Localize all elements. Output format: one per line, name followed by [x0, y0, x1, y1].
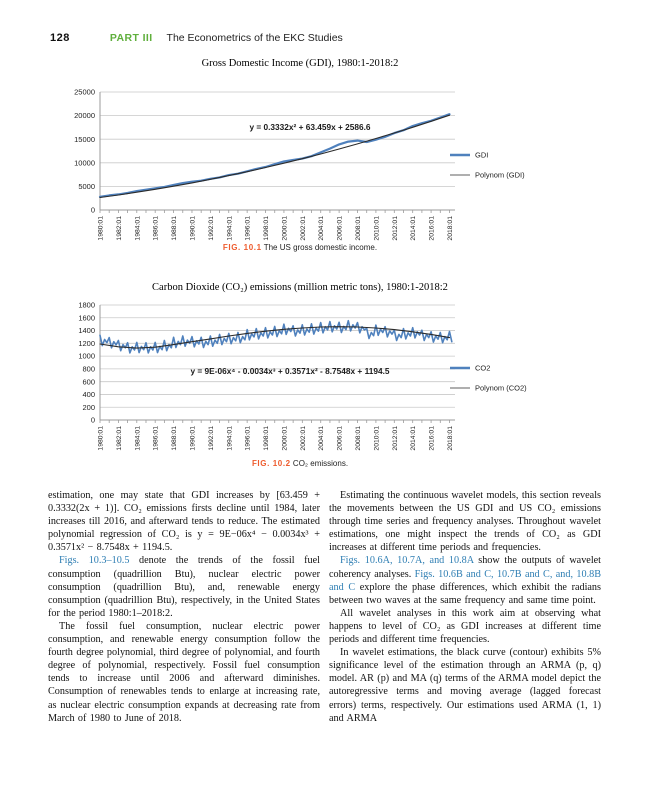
figure2-caption-label: FIG. 10.2	[251, 459, 291, 468]
svg-text:2018:01: 2018:01	[447, 216, 454, 241]
svg-text:1990:01: 1990:01	[189, 426, 196, 451]
svg-text:Polynom (CO2): Polynom (CO2)	[475, 384, 527, 393]
body-text-segment: All wavelet analyses in this work aim at…	[329, 607, 601, 646]
figure-reference-link[interactable]: Figs. 10.6A, 10.7A, and 10.8A	[340, 555, 474, 567]
left-column: estimation, one may state that GDI incre…	[48, 489, 320, 725]
svg-text:1200: 1200	[78, 339, 95, 348]
svg-text:2012:01: 2012:01	[392, 426, 399, 451]
svg-text:1994:01: 1994:01	[226, 216, 233, 241]
figure2-caption: FIG. 10.2 CO₂ emissions.	[48, 459, 552, 468]
svg-text:2010:01: 2010:01	[373, 216, 380, 241]
svg-text:1986:01: 1986:01	[153, 216, 160, 241]
svg-text:2000:01: 2000:01	[281, 216, 288, 241]
svg-text:1800: 1800	[78, 301, 95, 310]
part-label: PART III	[109, 32, 153, 44]
figure1-title: Gross Domestic Income (GDI), 1980:1-2018…	[201, 58, 399, 69]
svg-text:2008:01: 2008:01	[355, 426, 362, 451]
svg-text:1982:01: 1982:01	[116, 426, 123, 451]
svg-text:2012:01: 2012:01	[392, 216, 399, 241]
body-text-segment: show the outputs of wavelet coherency an…	[329, 555, 601, 580]
body-paragraph: In wavelet estimations, the black curve …	[329, 646, 601, 725]
svg-text:1996:01: 1996:01	[245, 426, 252, 451]
body-paragraph: Figs. 10.6A, 10.7A, and 10.8A show the o…	[329, 554, 601, 606]
body-text-segment: denote the trends of the fossil fuel con…	[48, 555, 320, 619]
svg-text:400: 400	[82, 390, 95, 399]
svg-text:1000: 1000	[78, 352, 95, 361]
body-text-segment: estimation, one may state that GDI incre…	[48, 490, 320, 554]
svg-text:2014:01: 2014:01	[410, 426, 417, 451]
svg-text:25000: 25000	[74, 88, 95, 97]
page-header: 128 PART III The Econometrics of the EKC…	[50, 32, 608, 44]
figure-reference-link[interactable]: Figs. 10.3–10.5	[59, 555, 130, 567]
svg-text:2016:01: 2016:01	[429, 216, 436, 241]
svg-text:y = 0.3332x² + 63.459x + 2586.: y = 0.3332x² + 63.459x + 2586.6	[249, 122, 370, 132]
svg-text:600: 600	[82, 377, 95, 386]
svg-text:10000: 10000	[74, 158, 95, 167]
svg-text:1982:01: 1982:01	[116, 216, 123, 241]
body-paragraph: The fossil fuel consumption, nuclear ele…	[48, 620, 320, 725]
svg-text:1986:01: 1986:01	[153, 426, 160, 451]
svg-text:800: 800	[82, 364, 95, 373]
svg-text:2010:01: 2010:01	[373, 426, 380, 451]
figure1-caption-text: The US gross domestic income.	[263, 243, 378, 252]
svg-text:5000: 5000	[78, 182, 95, 191]
svg-text:2008:01: 2008:01	[355, 216, 362, 241]
svg-text:15000: 15000	[74, 135, 95, 144]
svg-text:1996:01: 1996:01	[245, 216, 252, 241]
body-text: estimation, one may state that GDI incre…	[48, 489, 601, 725]
svg-text:2016:01: 2016:01	[429, 426, 436, 451]
figure2-chart: 0 200 400 600 800 1000 1200 1400 1600 1800 1980:01…	[78, 301, 527, 451]
svg-text:2004:01: 2004:01	[318, 426, 325, 451]
body-paragraph: All wavelet analyses in this work aim at…	[329, 607, 601, 646]
svg-text:2000:01: 2000:01	[281, 426, 288, 451]
svg-text:1980:01: 1980:01	[98, 216, 105, 241]
svg-text:1400: 1400	[78, 326, 95, 335]
svg-text:Polynom (GDI): Polynom (GDI)	[475, 171, 525, 180]
body-text-segment: Estimating the continuous wavelet models…	[329, 490, 601, 554]
svg-text:2006:01: 2006:01	[337, 426, 344, 451]
figure1-caption-label: FIG. 10.1	[222, 243, 262, 252]
svg-text:1992:01: 1992:01	[208, 216, 215, 241]
svg-text:0: 0	[91, 206, 95, 215]
svg-text:GDI: GDI	[475, 151, 488, 160]
svg-text:20000: 20000	[74, 111, 95, 120]
svg-text:2004:01: 2004:01	[318, 216, 325, 241]
body-text-segment: In wavelet estimations, the black curve …	[329, 647, 601, 724]
svg-text:1984:01: 1984:01	[134, 216, 141, 241]
svg-text:1988:01: 1988:01	[171, 216, 178, 241]
svg-text:0: 0	[91, 416, 95, 425]
figure2-caption-text: CO₂ emissions.	[292, 459, 349, 468]
figure-reference-link[interactable]: Figs. 10.6B and C, 10.7B and C, and, 10.…	[329, 568, 602, 593]
svg-text:1984:01: 1984:01	[134, 426, 141, 451]
page-number: 128	[50, 32, 70, 44]
svg-text:2006:01: 2006:01	[337, 216, 344, 241]
figure1-caption: FIG. 10.1 The US gross domestic income.	[48, 243, 552, 252]
body-text-segment: The fossil fuel consumption, nuclear ele…	[48, 620, 320, 724]
right-column: Estimating the continuous wavelet models…	[329, 489, 601, 725]
figure2-title: Carbon Dioxide (CO₂) emissions (million …	[152, 282, 448, 293]
svg-text:1998:01: 1998:01	[263, 216, 270, 241]
body-paragraph: estimation, one may state that GDI incre…	[48, 489, 320, 554]
svg-text:1994:01: 1994:01	[226, 426, 233, 451]
svg-text:2002:01: 2002:01	[300, 426, 307, 451]
svg-text:1980:01: 1980:01	[98, 426, 105, 451]
body-text-segment: explore the phase differences, which exh…	[329, 581, 601, 606]
svg-text:2018:01: 2018:01	[447, 426, 454, 451]
svg-text:CO2: CO2	[475, 364, 490, 373]
svg-text:1600: 1600	[78, 313, 95, 322]
body-paragraph: Estimating the continuous wavelet models…	[329, 489, 601, 554]
body-paragraph: Figs. 10.3–10.5 denote the trends of the…	[48, 554, 320, 619]
svg-text:1992:01: 1992:01	[208, 426, 215, 451]
svg-text:1998:01: 1998:01	[263, 426, 270, 451]
part-title: The Econometrics of the EKC Studies	[166, 32, 343, 44]
svg-text:2002:01: 2002:01	[300, 216, 307, 241]
svg-text:y = 9E-06x⁴ - 0.0034x³ + 0.357: y = 9E-06x⁴ - 0.0034x³ + 0.3571x² - 8.75…	[190, 366, 389, 376]
svg-text:1988:01: 1988:01	[171, 426, 178, 451]
svg-text:2014:01: 2014:01	[410, 216, 417, 241]
svg-text:1990:01: 1990:01	[189, 216, 196, 241]
figure1-chart: 0 5000 10000 15000 20000 25000 1980:01 1982:01 1…	[74, 88, 525, 241]
svg-text:200: 200	[82, 403, 95, 412]
